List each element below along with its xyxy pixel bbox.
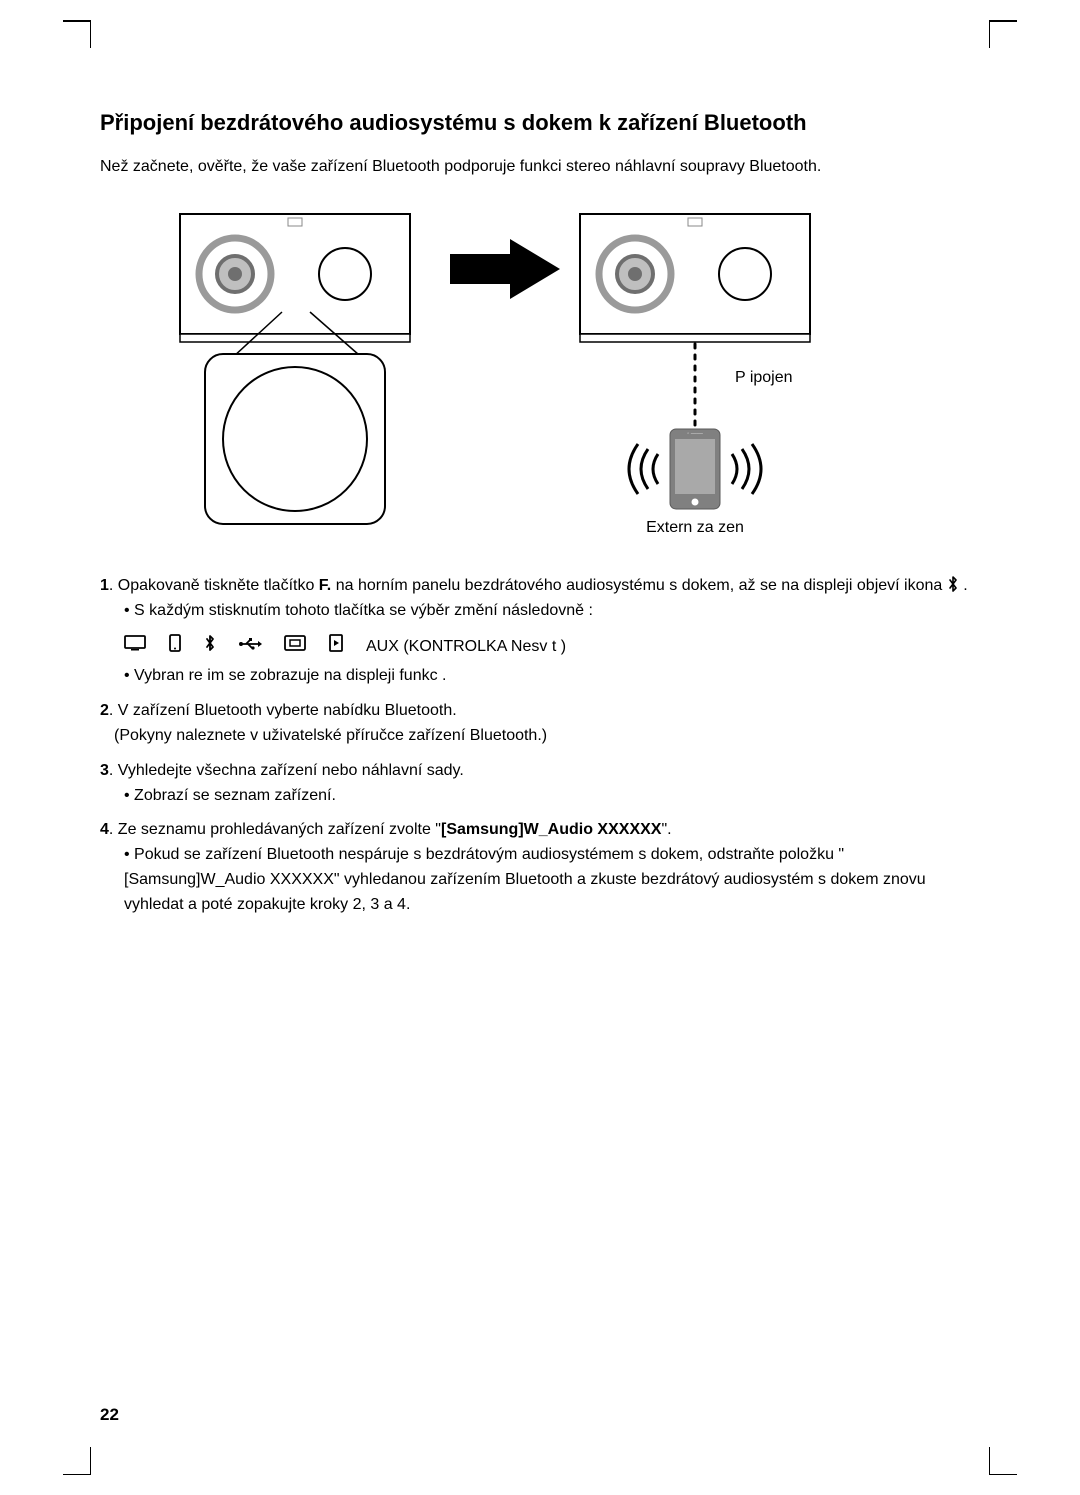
phone-icon: ◦ —— xyxy=(629,429,761,509)
crop-mark xyxy=(970,20,990,48)
phone-mode-icon xyxy=(168,634,182,661)
step-text: na horním panelu bezdrátového audiosysté… xyxy=(331,577,946,594)
step-1: 1. Opakovaně tiskněte tlačítko F. na hor… xyxy=(100,574,980,689)
page-number: 22 xyxy=(100,1405,119,1425)
usb-icon xyxy=(238,635,262,660)
step-2: 2. V zařízení Bluetooth vyberte nabídku … xyxy=(100,699,980,749)
step-text: . Ze seznamu prohledávaných zařízení zvo… xyxy=(109,821,441,838)
bluetooth-icon xyxy=(947,577,963,594)
crop-mark xyxy=(90,20,110,48)
mode-icon-row: AUX (KONTROLKA Nesv t ) xyxy=(124,634,566,661)
step-number: 1 xyxy=(100,577,109,594)
bluetooth-mode-icon xyxy=(204,634,216,661)
step-number: 4 xyxy=(100,821,109,838)
step-text: . xyxy=(963,577,967,594)
step-number: 2 xyxy=(100,702,109,719)
button-f-label: F. xyxy=(319,577,331,594)
crop-mark xyxy=(90,1447,110,1475)
step-text: . V zařízení Bluetooth vyberte nabídku B… xyxy=(109,702,457,719)
bullet-item: Zobrazí se seznam zařízení. xyxy=(124,784,980,809)
svg-text:◦ ——: ◦ —— xyxy=(687,431,703,437)
step-text: . Opakovaně tiskněte tlačítko xyxy=(109,577,319,594)
step-3: 3. Vyhledejte všechna zařízení nebo náhl… xyxy=(100,759,980,809)
doc-icon xyxy=(328,634,344,661)
bullet-item: S každým stisknutím tohoto tlačítka se v… xyxy=(124,599,980,624)
label-connect: P ipojen xyxy=(735,369,793,386)
manual-page: Připojení bezdrátového audiosystému s do… xyxy=(0,0,1080,1495)
connection-diagram: P ipojen ◦ —— Extern za zen xyxy=(110,204,970,534)
device-name: [Samsung]W_Audio XXXXXX xyxy=(441,821,661,838)
step-4: 4. Ze seznamu prohledávaných zařízení zv… xyxy=(100,818,980,917)
label-external-device: Extern za zen xyxy=(646,519,744,534)
speaker-right-icon xyxy=(580,214,810,426)
device-icon xyxy=(284,635,306,660)
step-text: . Vyhledejte všechna zařízení nebo náhla… xyxy=(109,762,464,779)
bullet-item: Pokud se zařízení Bluetooth nespáruje s … xyxy=(124,843,980,917)
bullet-item: Vybran re im se zobrazuje na displeji fu… xyxy=(124,664,980,689)
crop-mark xyxy=(970,1447,990,1475)
intro-text: Než začnete, ověřte, že vaše zařízení Bl… xyxy=(100,158,980,176)
step-text: (Pokyny naleznete v uživatelské příručce… xyxy=(100,727,547,744)
aux-label: AUX (KONTROLKA Nesv t ) xyxy=(366,635,566,660)
instructions: 1. Opakovaně tiskněte tlačítko F. na hor… xyxy=(100,574,980,918)
step-text: ". xyxy=(661,821,671,838)
tv-icon xyxy=(124,635,146,660)
arrow-icon xyxy=(450,239,560,299)
step-number: 3 xyxy=(100,762,109,779)
speaker-left-icon xyxy=(180,214,410,524)
section-title: Připojení bezdrátového audiosystému s do… xyxy=(100,110,980,136)
